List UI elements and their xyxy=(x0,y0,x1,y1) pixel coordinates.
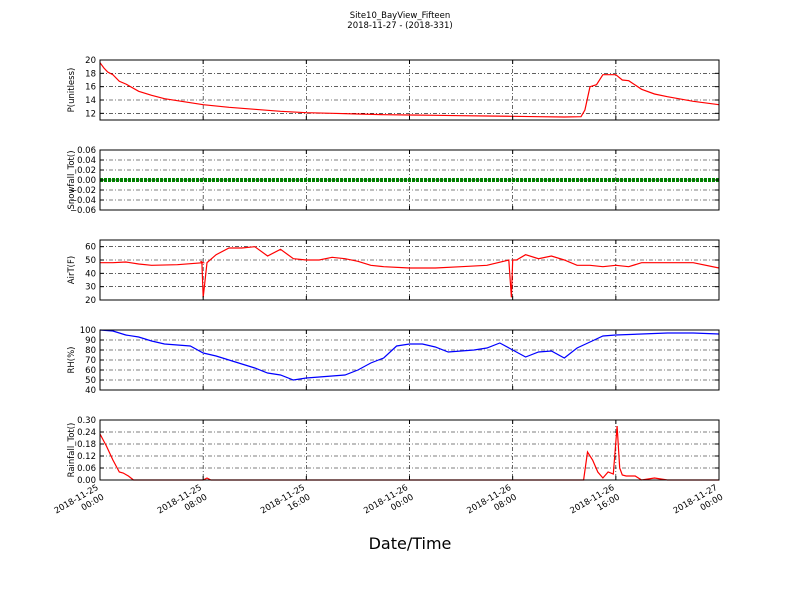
panel-2: 0.060.040.020.00−0.02−0.04−0.06Snowfall_… xyxy=(67,146,720,216)
x-tick-label: 2018-11-2500:00 xyxy=(53,483,106,526)
y-tick-label: 14 xyxy=(85,96,96,106)
y-tick-label: −0.02 xyxy=(70,186,96,196)
y-tick-label: 60 xyxy=(85,366,96,376)
y-tick-label: 18 xyxy=(85,69,96,79)
panel-1: 12 14 16 18 20 P(unitless) xyxy=(67,56,720,121)
x-tick-label: 2018-11-2700:00 xyxy=(672,483,725,526)
y-tick-label: 12 xyxy=(85,109,96,119)
y-axis-label: P(unitless) xyxy=(67,68,77,113)
x-tick-label: 2018-11-2608:00 xyxy=(465,483,518,526)
series-line xyxy=(99,425,719,481)
y-tick-label: −0.06 xyxy=(70,206,96,216)
y-tick-label: 0.02 xyxy=(77,166,96,176)
y-tick-label: 0.00 xyxy=(77,176,96,186)
series-line xyxy=(100,246,720,298)
y-tick-label: 0.30 xyxy=(77,416,96,426)
series-line xyxy=(99,329,720,381)
y-tick-label: 0.24 xyxy=(77,428,96,438)
y-axis-label: Snowfall_Tot() xyxy=(67,150,77,209)
y-tick-label: 30 xyxy=(85,283,96,293)
panel-3: 60 50 40 30 20 AirT(F) xyxy=(67,239,720,306)
y-tick-label: 80 xyxy=(85,346,96,356)
y-tick-label: 70 xyxy=(85,356,96,366)
y-tick-label: −0.04 xyxy=(70,196,96,206)
y-tick-label: 20 xyxy=(85,56,96,66)
y-tick-label: 50 xyxy=(85,376,96,386)
y-axis-label: Rainfall_Tot() xyxy=(67,423,77,478)
series-line xyxy=(99,62,720,118)
y-tick-label: 0.04 xyxy=(77,156,96,166)
y-tick-label: 0.18 xyxy=(77,440,96,450)
y-tick-label: 0.06 xyxy=(77,146,96,156)
y-tick-label: 50 xyxy=(85,256,96,266)
y-tick-label: 90 xyxy=(85,336,96,346)
x-tick-label: 2018-11-2516:00 xyxy=(259,483,312,526)
chart-title: Site10_BayView_Fifteen xyxy=(349,11,451,21)
chart-subtitle: 2018-11-27 - (2018-331) xyxy=(347,21,453,31)
y-tick-label: 0.00 xyxy=(77,476,96,486)
y-tick-label: 40 xyxy=(85,269,96,279)
y-tick-label: 0.06 xyxy=(77,464,96,474)
y-tick-label: 100 xyxy=(80,326,96,336)
x-tick-label: 2018-11-2508:00 xyxy=(156,483,209,526)
y-tick-label: 0.12 xyxy=(77,452,96,462)
x-axis-label: Date/Time xyxy=(368,534,452,553)
y-axis-label: RH(%) xyxy=(67,346,77,373)
y-tick-label: 20 xyxy=(85,296,96,306)
y-axis-label: AirT(F) xyxy=(67,256,77,284)
y-tick-label: 60 xyxy=(85,243,96,253)
x-tick-label: 2018-11-2600:00 xyxy=(362,483,415,526)
y-tick-label: 40 xyxy=(85,386,96,396)
y-tick-label: 16 xyxy=(85,83,96,93)
x-tick-label: 2018-11-2616:00 xyxy=(569,483,622,526)
